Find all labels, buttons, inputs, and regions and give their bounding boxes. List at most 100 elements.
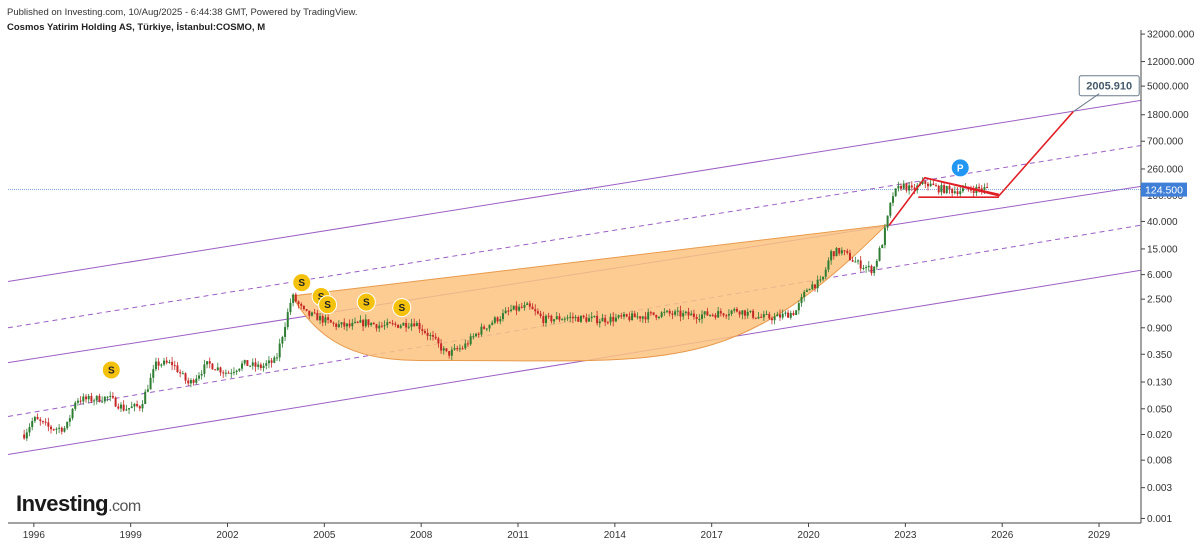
candle-up — [133, 403, 136, 407]
candle-up — [28, 427, 31, 433]
last-price-value: 124.500 — [1145, 184, 1183, 196]
candle-down — [937, 185, 940, 193]
candle-up — [319, 316, 322, 321]
investing-logo[interactable]: Investing.com — [16, 491, 141, 516]
candle-up — [74, 402, 77, 409]
split-marker-circle — [292, 273, 312, 293]
y-tick-label: 700.000 — [1147, 137, 1184, 148]
candle-up — [501, 313, 504, 320]
marker-letter: S — [398, 303, 405, 314]
candle-down — [456, 348, 459, 350]
candle-up — [106, 396, 109, 398]
candle-up — [66, 421, 69, 429]
candle-down — [628, 316, 631, 321]
candle-down — [157, 361, 160, 366]
candle-down — [951, 188, 954, 194]
y-tick-label: 32000.000 — [1147, 30, 1195, 41]
candle-down — [943, 185, 946, 193]
candle-down — [652, 312, 655, 315]
candle-down — [321, 316, 324, 323]
candle-up — [359, 320, 362, 323]
marker-letter: S — [363, 298, 370, 309]
candle-down — [380, 325, 383, 327]
candle-up — [292, 294, 295, 303]
candle-down — [114, 397, 117, 407]
candle-up — [862, 267, 865, 269]
candle-up — [701, 314, 704, 319]
candle-down — [550, 315, 553, 322]
candle-up — [569, 316, 572, 318]
candle-down — [649, 312, 652, 314]
candle-up — [144, 391, 147, 404]
candle-up — [249, 365, 252, 367]
candle-down — [542, 316, 545, 324]
x-axis[interactable]: 1996 1999 2002 2005 2008 2011 2014 2017 2020 2023… — [23, 523, 1111, 541]
candle-up — [203, 364, 206, 374]
candle-down — [39, 419, 42, 422]
channel-dashed-line — [7, 145, 1141, 329]
cup-shape — [291, 224, 888, 362]
candle-up — [273, 357, 276, 363]
candle-up — [717, 311, 720, 318]
candle-down — [335, 323, 338, 327]
candle-up — [773, 316, 776, 321]
candle-down — [461, 348, 464, 350]
candle-up — [631, 313, 634, 321]
candle-down — [719, 311, 722, 314]
candle-down — [972, 190, 975, 193]
channel-solid-line — [7, 99, 1141, 282]
candle-down — [192, 379, 195, 383]
candle-down — [60, 427, 63, 432]
y-tick-label: 0.050 — [1147, 404, 1172, 415]
candle-down — [483, 326, 486, 329]
candle-down — [711, 314, 714, 316]
candle-down — [316, 312, 319, 321]
split-marker: S — [101, 360, 121, 380]
candle-up — [386, 322, 389, 326]
candle-up — [881, 245, 884, 248]
candle-up — [727, 313, 730, 316]
candle-down — [432, 335, 435, 337]
candle-up — [765, 314, 768, 316]
candle-up — [284, 327, 287, 337]
candle-down — [367, 319, 370, 326]
candle-down — [208, 361, 211, 364]
candle-up — [128, 408, 131, 410]
candle-up — [878, 247, 881, 261]
candle-up — [563, 318, 566, 320]
candle-up — [660, 312, 663, 317]
y-axis[interactable]: 32000.000 12000.000 5000.000 1800.000 700.00… — [1141, 30, 1195, 525]
candle-up — [741, 310, 744, 315]
y-tick-label: 0.001 — [1147, 514, 1172, 525]
split-marker: S — [292, 273, 312, 293]
candle-up — [378, 325, 381, 329]
candle-up — [58, 427, 61, 429]
split-marker: S — [392, 298, 412, 318]
candle-up — [803, 291, 806, 298]
candle-up — [983, 187, 986, 190]
candle-down — [302, 305, 305, 310]
candle-down — [329, 319, 332, 323]
candle-up — [857, 260, 860, 262]
candle-up — [197, 375, 200, 379]
candle-up — [232, 371, 235, 373]
candle-down — [372, 322, 375, 325]
candle-up — [566, 317, 569, 319]
candle-down — [722, 313, 725, 316]
candle-up — [730, 310, 733, 314]
candle-down — [41, 421, 44, 423]
candle-up — [238, 368, 241, 371]
candle-down — [418, 323, 421, 330]
svg-text:Investing.com: Investing.com — [16, 491, 141, 516]
candle-up — [929, 183, 932, 187]
chart-header: Published on Investing.com, 10/Aug/2025 … — [7, 6, 357, 34]
candle-down — [606, 322, 609, 324]
candle-down — [620, 315, 623, 317]
candle-down — [913, 187, 916, 191]
candle-up — [402, 322, 405, 326]
candle-up — [574, 316, 577, 319]
candle-up — [95, 395, 98, 401]
channel-solid-line — [7, 269, 1141, 455]
candle-up — [485, 328, 488, 330]
